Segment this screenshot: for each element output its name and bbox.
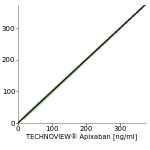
Point: [118, 28, 120, 30]
Point: [32, 108, 34, 111]
Point: [85, 58, 88, 61]
Point: [37, 103, 40, 106]
Point: [63, 80, 65, 82]
Point: [66, 76, 69, 79]
Point: [33, 107, 36, 109]
Point: [44, 97, 46, 99]
Point: [64, 78, 67, 80]
X-axis label: TECHNOVIEW® Apixaban [ng/ml]: TECHNOVIEW® Apixaban [ng/ml]: [26, 134, 137, 141]
Point: [73, 70, 75, 72]
Point: [52, 89, 55, 92]
Point: [50, 92, 52, 94]
Point: [103, 42, 106, 44]
Point: [132, 14, 135, 17]
Point: [51, 91, 53, 93]
Point: [30, 110, 33, 112]
Point: [111, 34, 114, 37]
Point: [61, 81, 63, 83]
Point: [42, 98, 45, 101]
Point: [26, 114, 28, 116]
Point: [29, 111, 31, 113]
Point: [55, 87, 57, 89]
Point: [38, 102, 40, 105]
Point: [28, 112, 30, 114]
Point: [39, 102, 41, 104]
Point: [46, 95, 48, 98]
Point: [93, 51, 96, 53]
Point: [58, 84, 60, 87]
Point: [47, 94, 50, 96]
Point: [81, 63, 83, 65]
Point: [109, 37, 111, 39]
Point: [54, 88, 56, 90]
Point: [96, 49, 98, 51]
Point: [69, 73, 72, 76]
Point: [88, 56, 91, 58]
Point: [101, 44, 104, 46]
Point: [83, 60, 86, 63]
Point: [34, 106, 36, 109]
Point: [23, 117, 25, 119]
Point: [31, 109, 33, 111]
Point: [47, 94, 49, 97]
Point: [75, 68, 77, 71]
Point: [34, 106, 37, 108]
Point: [24, 116, 26, 119]
Point: [76, 67, 79, 69]
Point: [36, 105, 38, 107]
Point: [106, 39, 108, 42]
Point: [128, 18, 131, 21]
Point: [40, 101, 42, 103]
Point: [91, 53, 93, 56]
Point: [41, 99, 44, 102]
Point: [43, 98, 46, 100]
Point: [27, 113, 29, 115]
Point: [56, 85, 59, 88]
Point: [115, 31, 117, 33]
Point: [125, 21, 127, 24]
Point: [26, 113, 29, 116]
Point: [48, 93, 51, 95]
Point: [59, 83, 62, 85]
Point: [32, 108, 35, 110]
Point: [41, 100, 43, 102]
Point: [140, 8, 142, 10]
Point: [45, 96, 47, 98]
Point: [71, 72, 74, 74]
Point: [78, 65, 80, 68]
Point: [36, 104, 39, 106]
Point: [98, 46, 101, 49]
Point: [24, 115, 27, 118]
Point: [29, 110, 32, 113]
Point: [25, 115, 27, 117]
Point: [136, 11, 139, 13]
Point: [68, 75, 70, 77]
Point: [122, 25, 124, 27]
